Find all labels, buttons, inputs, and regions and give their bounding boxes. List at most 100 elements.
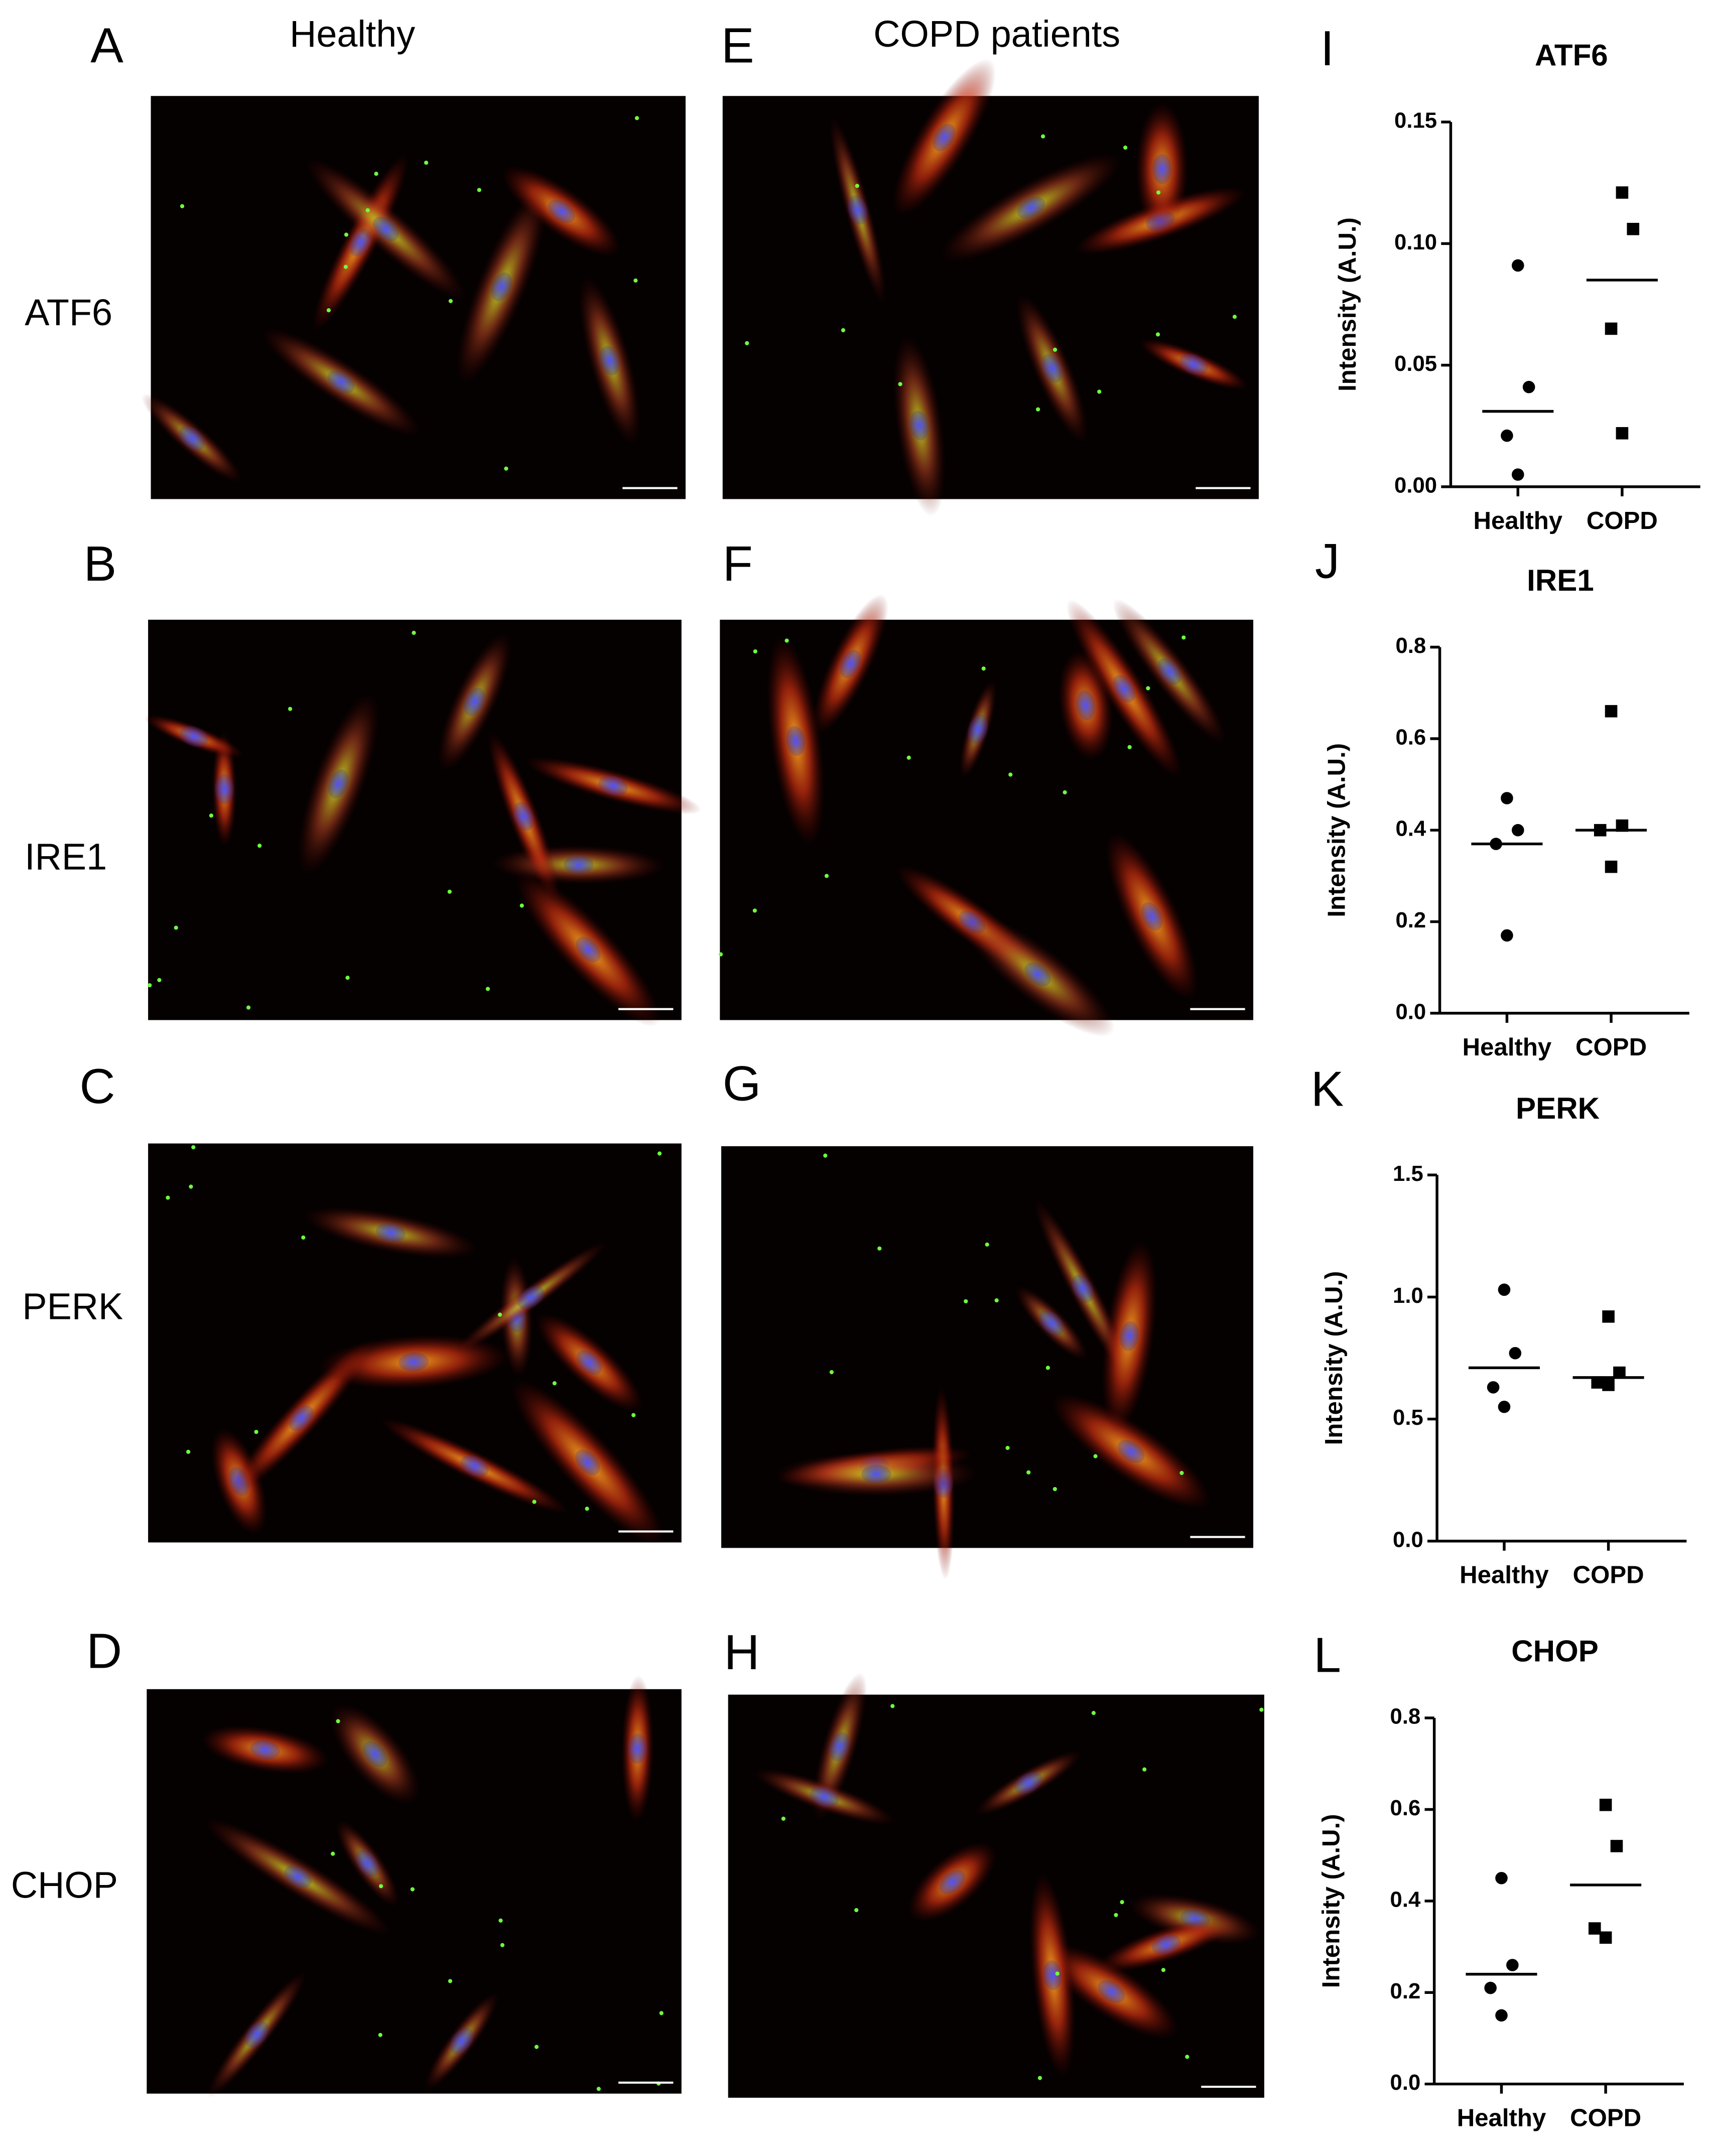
x-tick-label: COPD [1570, 2104, 1641, 2132]
panel-letter: I [1321, 21, 1334, 76]
nucleus [328, 769, 349, 798]
nucleus [839, 649, 862, 679]
speck [497, 1312, 502, 1317]
nucleus [179, 726, 209, 747]
speck [1185, 2055, 1190, 2059]
data-point [1501, 929, 1513, 942]
speck [1123, 145, 1128, 150]
y-axis-label: Intensity (A.U.) [1317, 1814, 1345, 1988]
speck [1142, 1767, 1147, 1772]
speck [448, 299, 453, 304]
x-tick-label: Healthy [1474, 507, 1563, 534]
speck [1156, 190, 1161, 195]
y-axis-label: Intensity (A.U.) [1323, 743, 1350, 917]
data-point [1616, 427, 1629, 440]
data-point [1602, 1310, 1615, 1323]
speck [1055, 1971, 1060, 1976]
speck [596, 2087, 601, 2091]
chart-title: CHOP [1511, 1635, 1599, 1668]
nucleus [284, 1865, 312, 1889]
speck [1005, 1446, 1010, 1450]
nucleus [1098, 1980, 1125, 2003]
chart-title: PERK [1516, 1092, 1600, 1125]
speck [1114, 1913, 1118, 1917]
nucleus [513, 801, 535, 831]
speck [378, 1884, 383, 1889]
nucleus [847, 195, 868, 225]
nucleus [327, 370, 355, 393]
chart-title: ATF6 [1535, 39, 1608, 72]
data-point [1605, 860, 1618, 873]
nucleus [1041, 354, 1063, 383]
nucleus [362, 1741, 387, 1768]
data-point [1599, 1799, 1612, 1811]
nucleus [786, 726, 806, 756]
speck [1063, 790, 1067, 794]
speck [1161, 1968, 1166, 1972]
speck [343, 264, 348, 269]
y-tick-label: 0.0 [1393, 1527, 1423, 1552]
speck [753, 649, 757, 654]
row-label: IRE1 [25, 836, 107, 877]
speck [191, 1145, 196, 1150]
speck [1120, 1900, 1124, 1905]
speck [500, 1943, 505, 1947]
nucleus [214, 774, 234, 804]
speck [1232, 315, 1237, 319]
speck [186, 1449, 191, 1454]
y-tick-label: 0.2 [1395, 908, 1426, 932]
speck [854, 1908, 859, 1913]
y-tick-label: 0.4 [1390, 1887, 1421, 1912]
speck [1052, 1487, 1057, 1492]
nucleus [372, 216, 399, 241]
speck [424, 161, 429, 165]
speck [890, 1704, 895, 1708]
speck [1259, 1707, 1264, 1712]
nucleus [1017, 196, 1045, 219]
speck [180, 204, 185, 209]
speck [552, 1381, 557, 1386]
x-tick-label: Healthy [1463, 1033, 1552, 1061]
nucleus [460, 1455, 489, 1477]
speck [1037, 2076, 1042, 2080]
nucleus [1179, 353, 1209, 375]
data-point [1599, 1931, 1612, 1944]
data-point [1506, 1959, 1519, 1971]
speck [209, 814, 213, 818]
speck [374, 172, 378, 176]
speck [344, 232, 349, 237]
speck [378, 2033, 382, 2037]
speck [246, 1005, 251, 1010]
nucleus [491, 272, 512, 302]
speck [189, 1184, 193, 1189]
y-tick-label: 0.10 [1394, 230, 1437, 254]
nucleus [463, 688, 485, 716]
speck [166, 1195, 170, 1200]
nucleus [933, 123, 956, 152]
y-tick-label: 1.0 [1393, 1283, 1423, 1308]
data-point [1512, 259, 1524, 272]
speck [447, 889, 452, 894]
speck [301, 1235, 306, 1240]
nucleus [1042, 1960, 1063, 1990]
panel-letter: D [86, 1623, 122, 1678]
panel-letter: C [79, 1058, 115, 1114]
speck [631, 1413, 636, 1417]
speck [1181, 635, 1186, 640]
speck [157, 978, 162, 982]
data-point [1602, 1379, 1615, 1391]
speck [718, 952, 723, 957]
speck [1146, 686, 1150, 691]
data-point [1512, 824, 1524, 837]
panel-letter: J [1315, 533, 1340, 589]
nucleus [909, 411, 930, 441]
row-label: ATF6 [25, 292, 112, 333]
speck [1091, 1711, 1096, 1715]
panel-letter: B [84, 536, 117, 591]
speck [365, 208, 370, 213]
speck [906, 755, 911, 760]
nucleus [244, 2021, 269, 2048]
data-point [1605, 322, 1618, 335]
data-point [1512, 468, 1524, 481]
